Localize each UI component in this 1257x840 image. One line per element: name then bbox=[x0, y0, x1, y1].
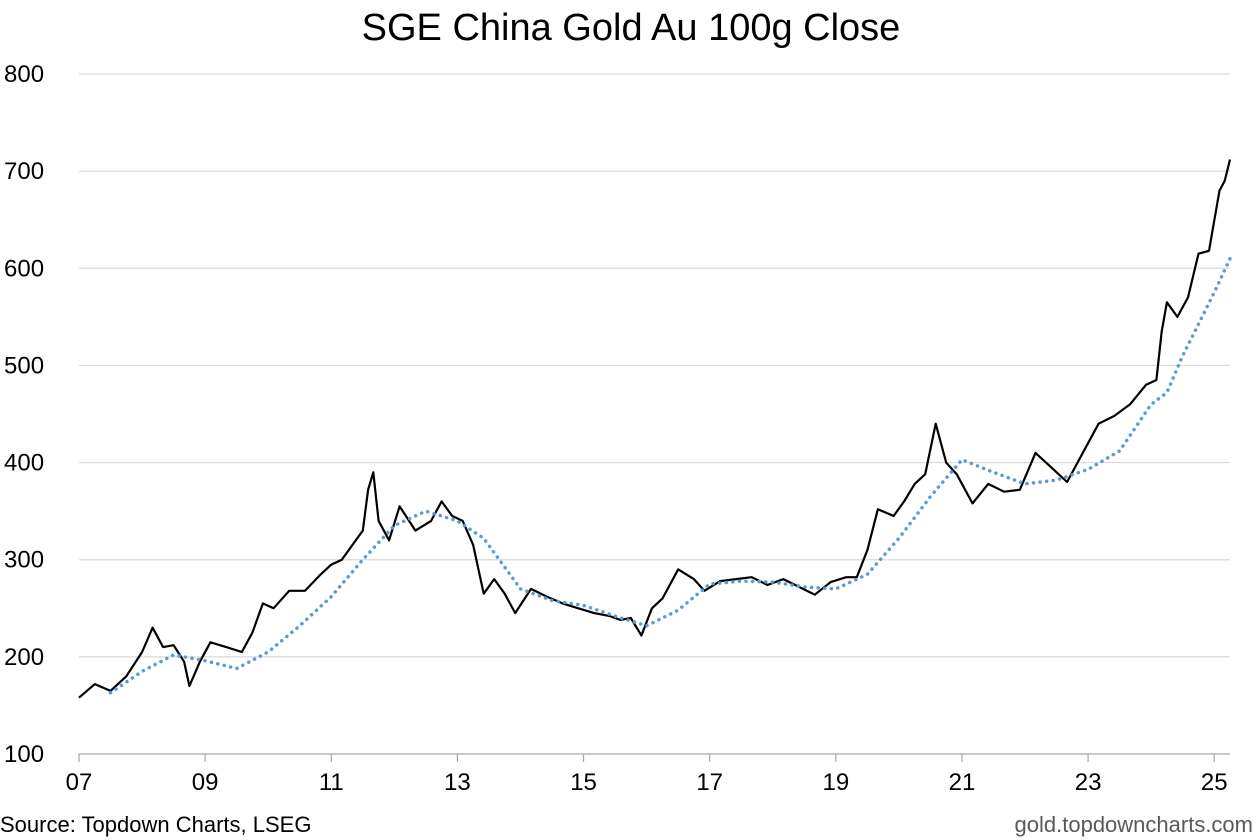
price-line bbox=[78, 159, 1232, 699]
x-tick-label: 07 bbox=[66, 769, 93, 796]
series-layer bbox=[78, 159, 1232, 699]
x-tick-label: 21 bbox=[949, 769, 976, 796]
y-axis: 100 200 300 400 500 600 700 800 bbox=[4, 61, 44, 768]
source-note: Source: Topdown Charts, LSEG bbox=[0, 812, 312, 837]
x-tick-label: 25 bbox=[1201, 769, 1228, 796]
moving-average-line bbox=[108, 256, 1232, 695]
y-tick-label: 500 bbox=[4, 352, 44, 379]
grid-lines bbox=[79, 73, 1230, 658]
chart-title: SGE China Gold Au 100g Close bbox=[362, 7, 901, 49]
x-tick-label: 09 bbox=[192, 769, 219, 796]
y-tick-label: 700 bbox=[4, 158, 44, 185]
site-watermark: gold.topdowncharts.com bbox=[1014, 812, 1253, 837]
x-tick-label: 11 bbox=[319, 769, 344, 796]
x-tick-label: 15 bbox=[570, 769, 597, 796]
y-tick-label: 200 bbox=[4, 644, 44, 671]
chart: SGE China Gold Au 100g Close 100 200 300 40… bbox=[4, 7, 1232, 796]
y-tick-label: 400 bbox=[4, 450, 44, 477]
y-tick-label: 300 bbox=[4, 547, 44, 574]
x-tick-label: 13 bbox=[444, 769, 471, 796]
y-tick-label: 600 bbox=[4, 255, 44, 282]
x-tick-label: 23 bbox=[1075, 769, 1102, 796]
x-axis: 07 09 11 13 15 17 19 21 23 25 bbox=[66, 753, 1230, 796]
y-tick-label: 800 bbox=[4, 61, 44, 88]
y-tick-label: 100 bbox=[4, 741, 44, 768]
x-tick-label: 17 bbox=[696, 769, 723, 796]
x-tick-label: 19 bbox=[822, 769, 849, 796]
